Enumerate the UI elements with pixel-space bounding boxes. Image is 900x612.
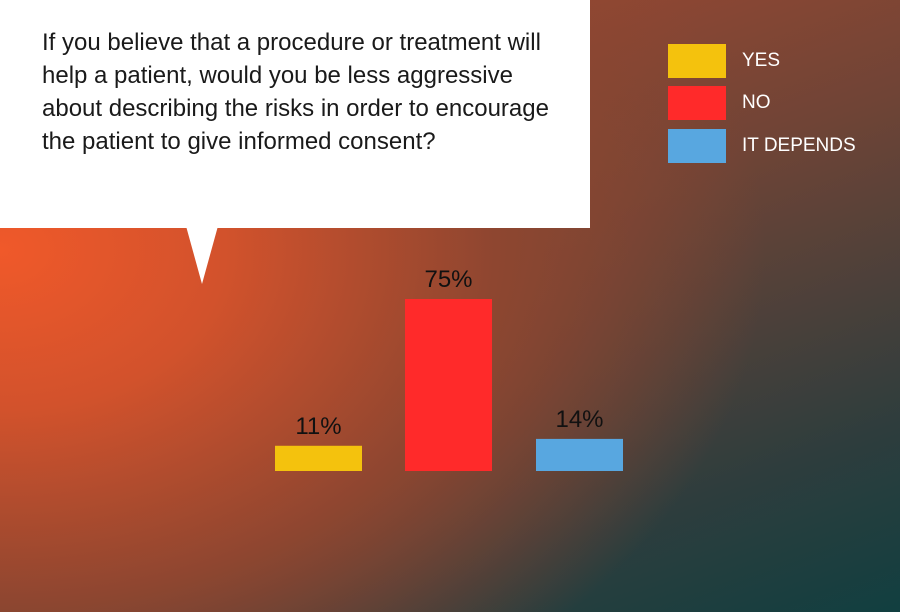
legend-swatch-no bbox=[668, 86, 726, 120]
bar-no bbox=[405, 299, 492, 471]
value-label-it-depends: 14% bbox=[555, 406, 603, 433]
value-label-yes: 11% bbox=[295, 413, 341, 440]
question-bubble: If you believe that a procedure or treat… bbox=[0, 0, 590, 228]
bubble-tail bbox=[186, 226, 218, 284]
bar-yes bbox=[275, 445, 362, 471]
legend-item-no: NO bbox=[668, 86, 888, 120]
legend-swatch-it-depends bbox=[668, 129, 726, 163]
question-text: If you believe that a procedure or treat… bbox=[42, 29, 549, 155]
value-label-no: 75% bbox=[424, 266, 472, 293]
legend-swatch-yes bbox=[668, 44, 726, 78]
legend-label-yes: YES bbox=[742, 50, 781, 71]
legend-item-it-depends: IT DEPENDS bbox=[668, 129, 888, 163]
legend-label-no: NO bbox=[742, 92, 771, 113]
bar-it-depends bbox=[536, 438, 623, 471]
legend-item-yes: YES bbox=[668, 44, 888, 78]
legend-label-it-depends: IT DEPENDS bbox=[742, 135, 856, 156]
